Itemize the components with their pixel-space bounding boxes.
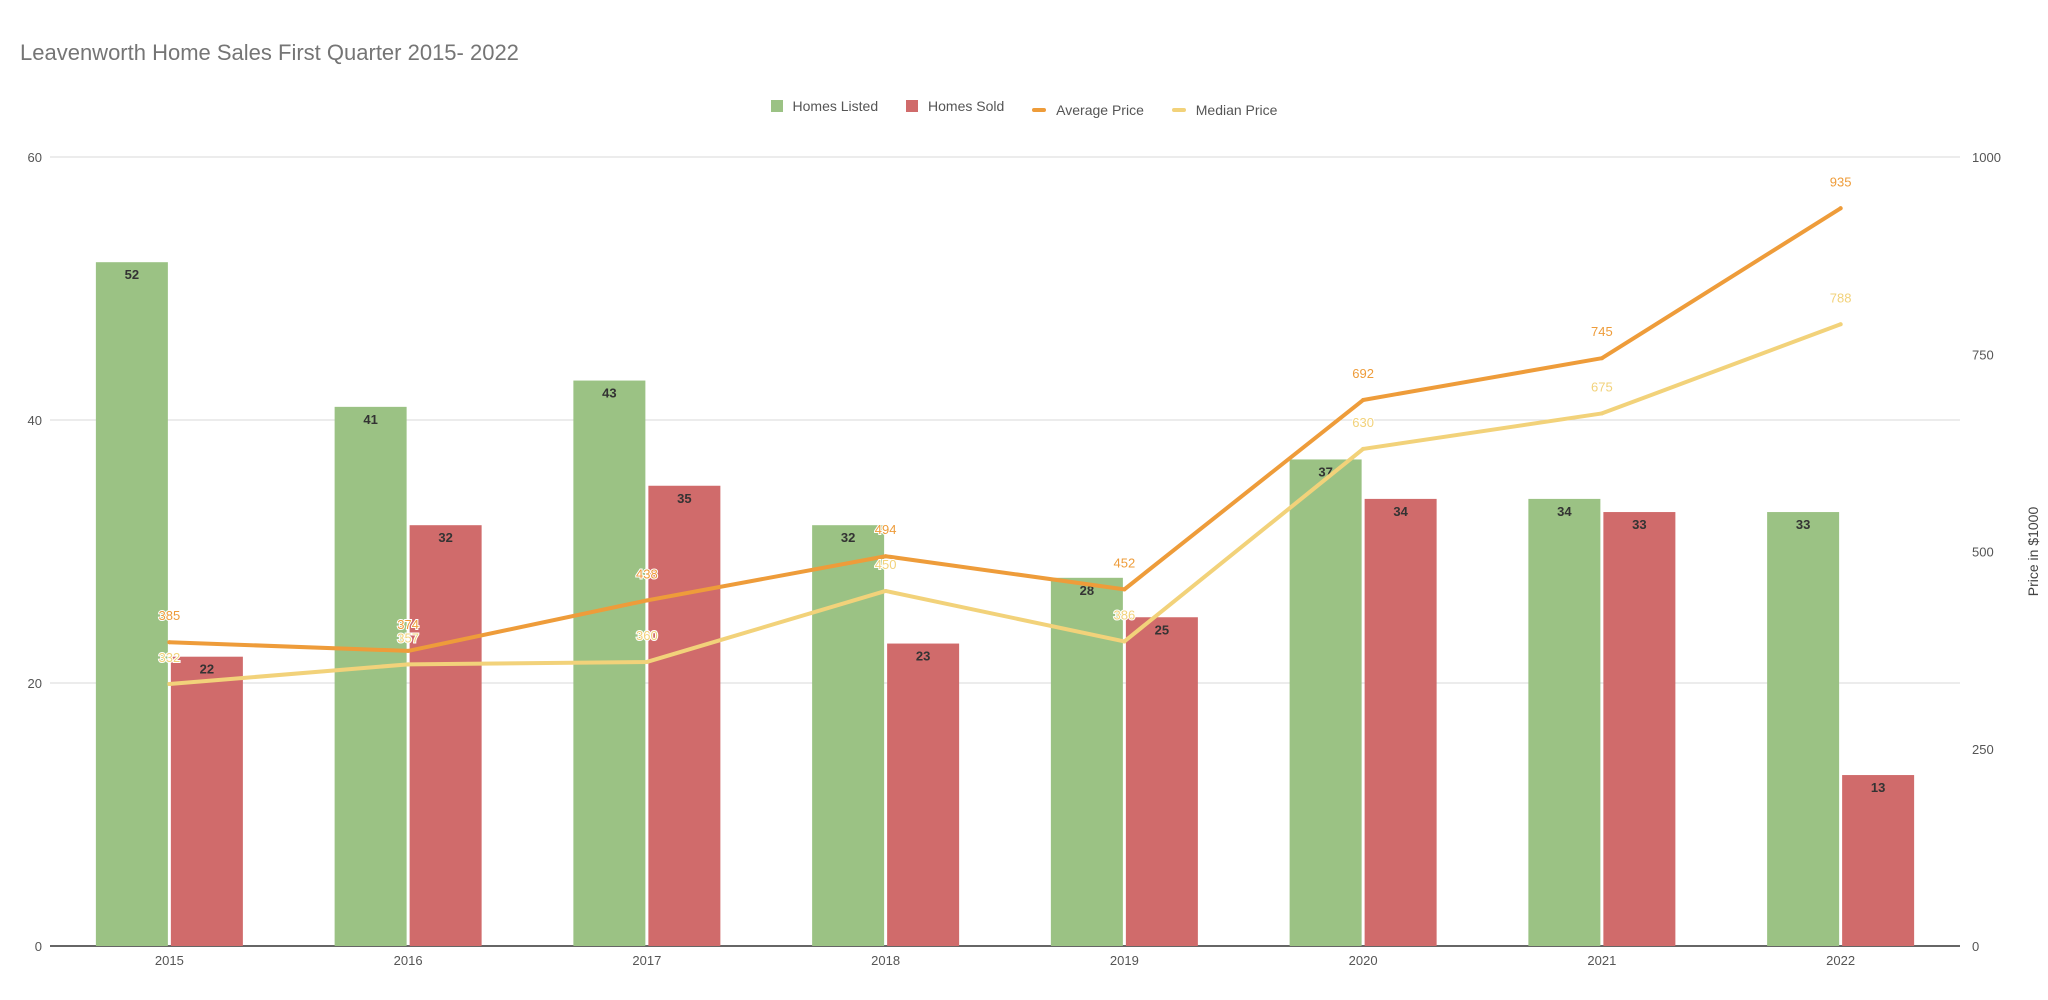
legend: Homes Listed Homes Sold Average Price Me… xyxy=(0,98,2048,118)
right-axis-tick-label: 250 xyxy=(1972,742,1994,757)
legend-label-average-price: Average Price xyxy=(1056,102,1144,118)
bar-homes-sold xyxy=(648,485,721,946)
point-label-average-price: 494 xyxy=(875,522,897,537)
bar-label-homes-listed: 33 xyxy=(1796,517,1810,532)
point-label-median-price: 675 xyxy=(1591,379,1613,394)
point-label-median-price: 630 xyxy=(1352,415,1374,430)
bar-label-homes-sold: 33 xyxy=(1632,517,1646,532)
point-label-average-price: 438 xyxy=(636,566,658,581)
point-label-average-price: 692 xyxy=(1352,366,1374,381)
point-label-median-price: 360 xyxy=(636,628,658,643)
point-average-price xyxy=(406,648,411,653)
bar-label-homes-listed: 34 xyxy=(1557,504,1572,519)
point-average-price xyxy=(644,598,649,603)
left-axis-tick-label: 20 xyxy=(28,676,42,691)
point-label-average-price: 452 xyxy=(1114,555,1136,570)
point-label-average-price: 745 xyxy=(1591,324,1613,339)
right-axis-tick-label: 500 xyxy=(1972,545,1994,560)
bar-label-homes-sold: 34 xyxy=(1393,504,1408,519)
point-label-average-price: 385 xyxy=(159,608,181,623)
legend-swatch-homes-sold xyxy=(906,100,919,112)
bar-homes-listed xyxy=(1289,459,1362,946)
x-axis-tick-label: 2018 xyxy=(871,953,900,968)
legend-swatch-median-price xyxy=(1171,108,1186,112)
point-average-price xyxy=(883,554,888,559)
point-median-price xyxy=(644,659,649,664)
legend-label-median-price: Median Price xyxy=(1195,102,1278,118)
bar-label-homes-sold: 32 xyxy=(438,530,452,545)
left-axis-tick-label: 40 xyxy=(28,413,42,428)
point-average-price xyxy=(167,640,172,645)
point-average-price xyxy=(1122,587,1127,592)
bar-label-homes-sold: 22 xyxy=(200,662,214,677)
bar-homes-listed xyxy=(334,406,407,947)
line-median-price xyxy=(167,322,1843,687)
left-axis-tick-label: 0 xyxy=(35,939,42,954)
point-label-median-price: 357 xyxy=(397,630,419,645)
x-axis-tick-label: 2021 xyxy=(1587,953,1616,968)
bar-homes-listed xyxy=(95,262,168,946)
x-axis-tick-label: 2016 xyxy=(394,953,423,968)
point-average-price xyxy=(1361,398,1366,403)
legend-label-homes-listed: Homes Listed xyxy=(792,98,879,114)
bar-label-homes-sold: 25 xyxy=(1155,622,1169,637)
bar-label-homes-listed: 32 xyxy=(841,530,855,545)
point-label-median-price: 332 xyxy=(159,650,181,665)
x-axis-tick-label: 2015 xyxy=(155,953,184,968)
bar-homes-sold xyxy=(170,656,243,946)
line-average-price xyxy=(167,206,1843,653)
legend-swatch-average-price xyxy=(1032,108,1047,112)
point-label-average-price: 374 xyxy=(397,617,419,632)
point-label-median-price: 386 xyxy=(1114,607,1136,622)
right-axis-tick-label: 750 xyxy=(1972,347,1994,362)
point-median-price xyxy=(167,682,172,687)
point-average-price xyxy=(1599,356,1604,361)
point-median-price xyxy=(1122,639,1127,644)
bar-label-homes-sold: 13 xyxy=(1871,780,1885,795)
legend-item-homes-sold: Homes Sold xyxy=(906,98,1004,114)
point-label-median-price: 450 xyxy=(875,557,897,572)
bar-homes-sold xyxy=(887,643,960,946)
legend-item-average-price: Average Price xyxy=(1032,102,1144,118)
bar-label-homes-listed: 41 xyxy=(363,412,377,427)
bar-label-homes-sold: 35 xyxy=(677,491,691,506)
legend-label-homes-sold: Homes Sold xyxy=(928,98,1005,114)
bar-homes-listed xyxy=(1767,512,1840,946)
legend-swatch-homes-listed xyxy=(770,100,783,112)
bar-homes-sold xyxy=(1364,498,1437,946)
point-median-price xyxy=(1599,411,1604,416)
bar-homes-sold xyxy=(409,525,482,946)
right-axis-tick-label: 1000 xyxy=(1972,150,2001,165)
bar-label-homes-listed: 52 xyxy=(125,267,139,282)
bar-label-homes-listed: 43 xyxy=(602,386,616,401)
point-median-price xyxy=(406,662,411,667)
chart-title: Leavenworth Home Sales First Quarter 201… xyxy=(20,40,519,65)
point-median-price xyxy=(883,588,888,593)
x-axis-tick-label: 2019 xyxy=(1110,953,1139,968)
bar-homes-sold xyxy=(1603,512,1676,946)
point-label-median-price: 788 xyxy=(1830,290,1852,305)
bar-homes-sold xyxy=(1842,775,1915,946)
point-median-price xyxy=(1361,446,1366,451)
left-axis-tick-label: 60 xyxy=(28,150,42,165)
legend-item-homes-listed: Homes Listed xyxy=(770,98,879,114)
x-axis-tick-label: 2020 xyxy=(1349,953,1378,968)
x-axis-tick-label: 2017 xyxy=(632,953,661,968)
x-axis-tick-label: 2022 xyxy=(1826,953,1855,968)
bar-homes-listed xyxy=(812,525,885,946)
bar-homes-sold xyxy=(1125,617,1198,946)
legend-item-median-price: Median Price xyxy=(1171,102,1278,118)
right-axis-tick-label: 0 xyxy=(1972,939,1979,954)
right-axis-title: Price in $1000 xyxy=(2025,507,2041,597)
point-label-average-price: 935 xyxy=(1830,174,1852,189)
bar-label-homes-sold: 23 xyxy=(916,649,930,664)
bar-homes-listed xyxy=(1528,498,1601,946)
point-median-price xyxy=(1838,322,1843,327)
point-average-price xyxy=(1838,206,1843,211)
